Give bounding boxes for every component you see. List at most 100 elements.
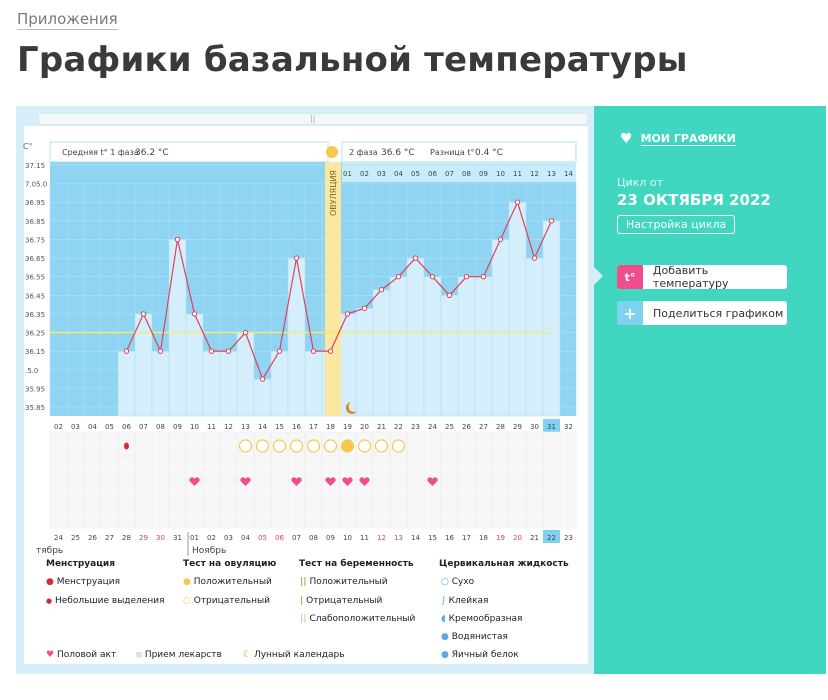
legend-spotting: ● Небольшие выделения — [46, 596, 165, 606]
moon-icon: ☾ — [243, 650, 252, 660]
legend-preg-negative-label: Отрицательный — [306, 596, 383, 606]
temperature-point[interactable] — [344, 311, 351, 317]
date-label: 19 — [343, 423, 352, 431]
phase2-day-label: 14 — [564, 170, 573, 178]
temperature-point[interactable] — [514, 199, 521, 205]
temperature-point[interactable] — [361, 305, 368, 312]
cycle-day-label: 11 — [360, 534, 369, 542]
temperature-bar — [287, 257, 306, 417]
temperature-bar — [202, 350, 221, 417]
ovulation-label: ОВУЛЯЦИЯ — [329, 170, 338, 216]
cycle-day-label: 12 — [377, 534, 386, 542]
ovulation-test-negative-icon — [255, 439, 270, 453]
temperature-points — [123, 199, 555, 382]
cycle-day-label: 30 — [156, 534, 165, 542]
heart-icon — [291, 477, 302, 486]
y-tick-label: 7.05.0 — [25, 181, 47, 189]
temperature-point[interactable] — [208, 348, 215, 354]
temperature-bar — [491, 239, 510, 417]
legend-preg-weak: || Слабоположительный — [300, 614, 415, 624]
phase2-day-labels: 01 02 03 04 05 06 07 08 09 10 11 12 13 14 — [343, 170, 573, 178]
temperature-point[interactable] — [123, 348, 130, 354]
date-label: 05 — [105, 423, 114, 431]
cycle-day-label: 31 — [173, 534, 182, 542]
heart-icon — [240, 477, 251, 486]
temperature-point[interactable] — [531, 255, 538, 261]
temperature-point[interactable] — [140, 311, 147, 317]
temperature-point[interactable] — [497, 236, 504, 243]
dry-circle-icon: ○ — [441, 577, 449, 587]
horizontal-scrollbar[interactable] — [38, 113, 588, 125]
temperature-point[interactable] — [327, 348, 334, 354]
temperature-point[interactable] — [412, 255, 419, 261]
spotting-icon — [124, 442, 129, 450]
highlight-date-bg — [543, 419, 560, 432]
temperature-point[interactable] — [225, 348, 232, 354]
temperature-point[interactable] — [463, 273, 470, 280]
temperature-point[interactable] — [174, 236, 181, 243]
temperature-bar — [338, 313, 357, 417]
y-tick-labels: 37.15 7.05.0 36.95 36.85 36.75 36.65 36.55 36.4… — [25, 162, 47, 412]
cycle-day-label: 26 — [88, 534, 97, 542]
plus-icon: + — [617, 301, 643, 325]
temperature-point[interactable] — [293, 255, 300, 261]
legend-creamy: ◖ Кремообразная — [441, 614, 522, 624]
cycle-day-label: 27 — [105, 534, 114, 542]
temperature-point[interactable] — [446, 292, 453, 299]
phase2-day-label: 12 — [530, 170, 539, 178]
cycle-day-label: 06 — [275, 534, 284, 542]
ovulation-test-negative-icon — [391, 439, 406, 453]
temperature-point[interactable] — [480, 273, 487, 280]
date-label: 14 — [258, 423, 267, 431]
water-drop-icon: ● — [441, 632, 449, 642]
heart-icon — [427, 477, 438, 486]
temperature-point[interactable] — [242, 329, 249, 336]
legend-lunar: ☾ Лунный календарь — [243, 650, 345, 660]
creamy-icon: ◖ — [441, 614, 446, 624]
temperature-point[interactable] — [191, 311, 198, 317]
temperature-point[interactable] — [259, 376, 266, 382]
temperature-point[interactable] — [548, 218, 555, 224]
temperature-point[interactable] — [276, 348, 283, 354]
temperature-bar — [389, 276, 408, 417]
y-tick-label: 36.45 — [25, 292, 45, 300]
heart-icon: ♥ — [620, 131, 633, 147]
legend-dry-label: Сухо — [451, 577, 475, 587]
temperature-point[interactable] — [157, 348, 164, 354]
ovulation-test-negative-icon — [289, 439, 304, 453]
temperature-point[interactable] — [378, 287, 385, 293]
day-markers — [124, 439, 438, 486]
date-label: 03 — [71, 423, 80, 431]
cycle-day-label: 21 — [530, 534, 539, 542]
faint-bar-icon: || — [300, 614, 307, 624]
cycle-day-label: 07 — [292, 534, 301, 542]
temperature-bar — [151, 350, 170, 417]
scrollbar-grip-icon[interactable]: || — [310, 114, 316, 123]
legend-pregnancy-test-header: Тест на беременность — [299, 559, 414, 569]
temperature-bar — [525, 257, 544, 417]
page-title: Графики базальной температуры — [17, 40, 688, 80]
legend-preg-negative: | Отрицательный — [300, 596, 382, 606]
cycle-day-label: 15 — [428, 534, 437, 542]
temperature-bar — [372, 289, 391, 417]
temperature-point[interactable] — [310, 348, 317, 354]
temperature-point[interactable] — [395, 273, 402, 280]
date-label: 32 — [564, 423, 573, 431]
ovulation-test-negative-icon — [272, 439, 287, 453]
legend-creamy-label: Кремообразная — [448, 614, 523, 624]
add-temperature-button[interactable]: t° Добавить температуру — [617, 264, 787, 290]
share-chart-button[interactable]: + Поделиться графиком — [617, 301, 787, 325]
date-label: 18 — [326, 423, 335, 431]
cycle-settings-button[interactable]: Настройка цикла — [617, 215, 736, 234]
legend-ov-negative: ○ Отрицательный — [183, 596, 270, 606]
my-charts-link[interactable]: ♥ МОИ ГРАФИКИ — [620, 131, 736, 147]
month-right-label: Ноябрь — [192, 546, 226, 556]
temperature-bar — [355, 308, 374, 417]
cycle-day-label: 25 — [71, 534, 80, 542]
legend-ov-positive-label: Положительный — [193, 577, 272, 587]
breadcrumb[interactable]: Приложения — [17, 10, 118, 30]
temperature-point[interactable] — [429, 273, 436, 280]
date-label: 15 — [275, 423, 284, 431]
phase2-day-label: 07 — [445, 170, 454, 178]
